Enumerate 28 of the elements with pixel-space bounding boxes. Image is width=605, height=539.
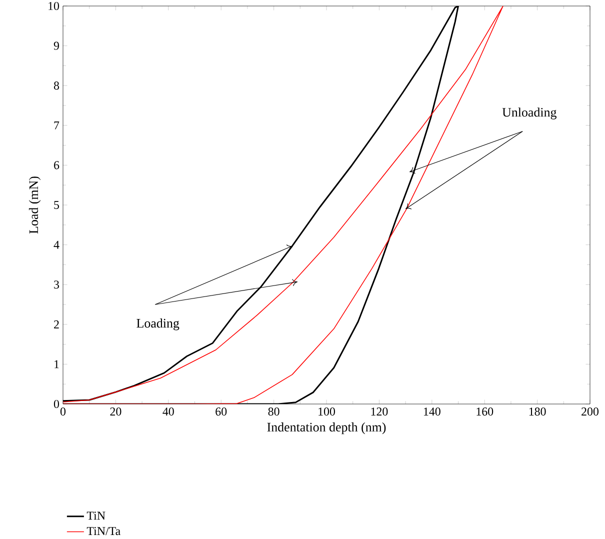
y-tick-label: 7 — [54, 121, 60, 130]
y-tick-label: 3 — [54, 280, 60, 289]
y-tick-label: 2 — [54, 320, 59, 328]
x-tick-label: 140 — [424, 408, 440, 416]
annotation: Unloading — [502, 108, 556, 120]
x-tick-label: 0 — [60, 408, 66, 416]
y-tick-label: 1 — [54, 360, 59, 368]
y-tick-label: 0 — [54, 400, 60, 408]
x-tick-label: 160 — [476, 408, 494, 416]
annotation: Loading — [136, 318, 180, 330]
x-tick-label: 180 — [529, 408, 546, 416]
x-axis-title: Indentation depth (nm) — [267, 422, 386, 434]
y-tick-label: 10 — [48, 2, 60, 10]
y-tick-label: 6 — [54, 161, 60, 170]
legend-label: TiN/Ta — [86, 527, 120, 536]
y-tick-label: 5 — [54, 201, 60, 209]
legend-label: TiN — [86, 512, 106, 520]
x-tick-label: 60 — [216, 408, 227, 416]
y-tick-label: 4 — [54, 240, 60, 249]
x-tick-label: 20 — [110, 408, 122, 416]
x-tick-label: 100 — [318, 408, 336, 416]
x-tick-label: 40 — [162, 408, 174, 416]
x-tick-label: 80 — [268, 408, 280, 416]
x-tick-label: 120 — [371, 408, 388, 416]
y-tick-label: 9 — [54, 42, 59, 50]
x-tick-label: 200 — [582, 408, 599, 416]
y-tick-label: 8 — [54, 82, 60, 90]
y-axis-title: Load (mN) — [28, 176, 41, 234]
